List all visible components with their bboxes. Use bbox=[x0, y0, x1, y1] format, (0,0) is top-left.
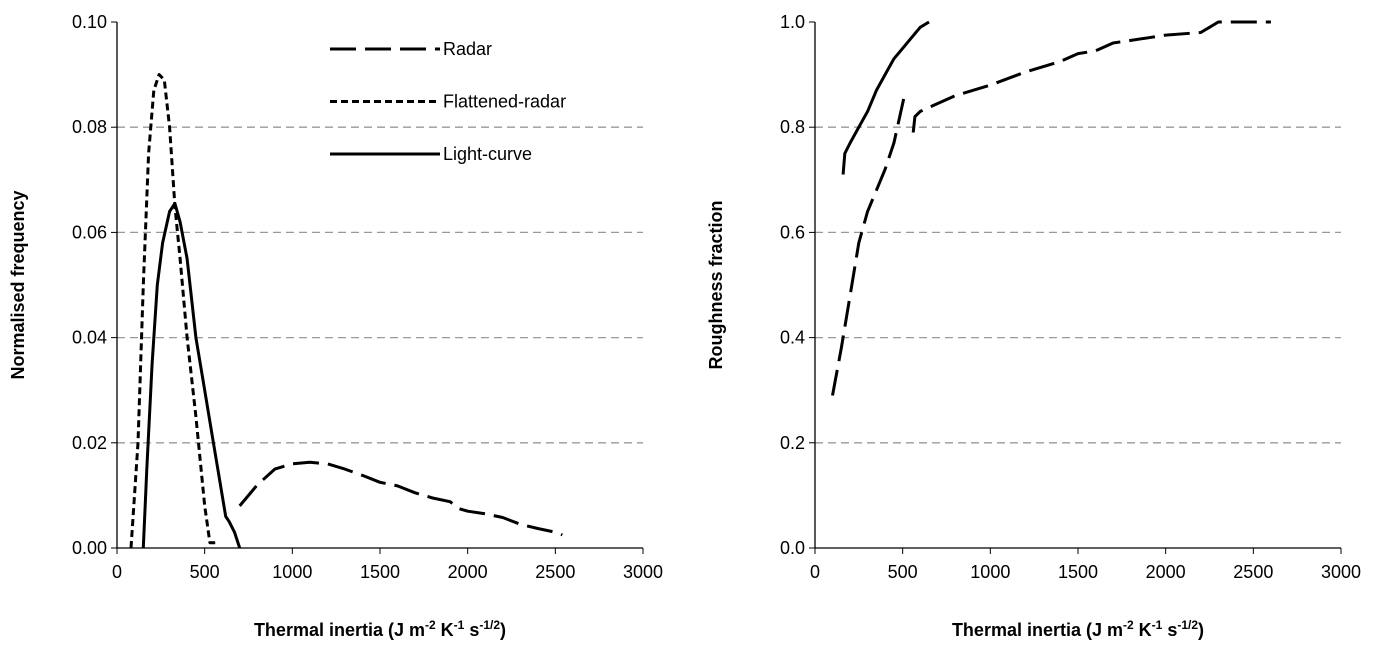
x-tick-label: 1500 bbox=[1058, 562, 1098, 582]
x-tick-label: 2500 bbox=[1233, 562, 1273, 582]
legend-label: Radar bbox=[443, 39, 492, 59]
x-axis-label-part: s bbox=[464, 620, 479, 640]
series-line bbox=[831, 20, 1271, 396]
legend-label: Light-curve bbox=[443, 144, 532, 164]
x-tick-label: 1500 bbox=[360, 562, 400, 582]
x-tick-label: 0 bbox=[810, 562, 820, 582]
x-axis-label-part: K bbox=[1134, 620, 1152, 640]
x-axis-label-part: ) bbox=[1198, 620, 1204, 640]
y-tick-label: 0.02 bbox=[72, 433, 107, 453]
y-axis-label: Normalised frequency bbox=[8, 190, 28, 379]
x-tick-label: 3000 bbox=[1321, 562, 1361, 582]
y-axis-label: Roughness fraction bbox=[706, 200, 726, 369]
y-tick-label: 0.2 bbox=[780, 433, 805, 453]
legend-label: Flattened-radar bbox=[443, 92, 566, 112]
x-axis-label-part: K bbox=[436, 620, 454, 640]
series-line bbox=[238, 460, 563, 537]
y-tick-label: 0.8 bbox=[780, 117, 805, 137]
x-tick-label: 500 bbox=[888, 562, 918, 582]
series-line bbox=[141, 202, 242, 549]
x-tick-label: 2000 bbox=[448, 562, 488, 582]
x-axis-label: Thermal inertia (J m-2 K-1 s-1/2) bbox=[952, 618, 1204, 640]
y-tick-label: 0.0 bbox=[780, 538, 805, 558]
x-axis-label-part: -1 bbox=[454, 618, 465, 632]
x-axis-label: Thermal inertia (J m-2 K-1 s-1/2) bbox=[254, 618, 506, 640]
x-tick-label: 1000 bbox=[272, 562, 312, 582]
x-axis-label-part: -1/2 bbox=[1177, 618, 1198, 632]
x-tick-label: 2500 bbox=[535, 562, 575, 582]
y-tick-label: 0.08 bbox=[72, 117, 107, 137]
series-line bbox=[841, 20, 930, 175]
x-axis-label-part: ) bbox=[500, 620, 506, 640]
x-axis-label-part: -2 bbox=[425, 618, 436, 632]
y-tick-label: 0.6 bbox=[780, 222, 805, 242]
x-axis-label-part: -1/2 bbox=[479, 618, 500, 632]
x-tick-label: 500 bbox=[190, 562, 220, 582]
y-tick-label: 0.06 bbox=[72, 222, 107, 242]
series-line bbox=[129, 73, 216, 549]
x-axis-label-part: s bbox=[1162, 620, 1177, 640]
x-tick-label: 2000 bbox=[1146, 562, 1186, 582]
x-tick-label: 0 bbox=[112, 562, 122, 582]
y-tick-label: 1.0 bbox=[780, 12, 805, 32]
y-tick-label: 0.04 bbox=[72, 328, 107, 348]
y-tick-label: 0.4 bbox=[780, 328, 805, 348]
x-axis-label-part: Thermal inertia (J m bbox=[952, 620, 1123, 640]
x-axis-label-part: -2 bbox=[1123, 618, 1134, 632]
x-axis-label-part: -1 bbox=[1152, 618, 1163, 632]
x-tick-label: 1000 bbox=[970, 562, 1010, 582]
x-axis-label-part: Thermal inertia (J m bbox=[254, 620, 425, 640]
y-tick-label: 0.00 bbox=[72, 538, 107, 558]
x-tick-label: 3000 bbox=[623, 562, 663, 582]
y-tick-label: 0.10 bbox=[72, 12, 107, 32]
